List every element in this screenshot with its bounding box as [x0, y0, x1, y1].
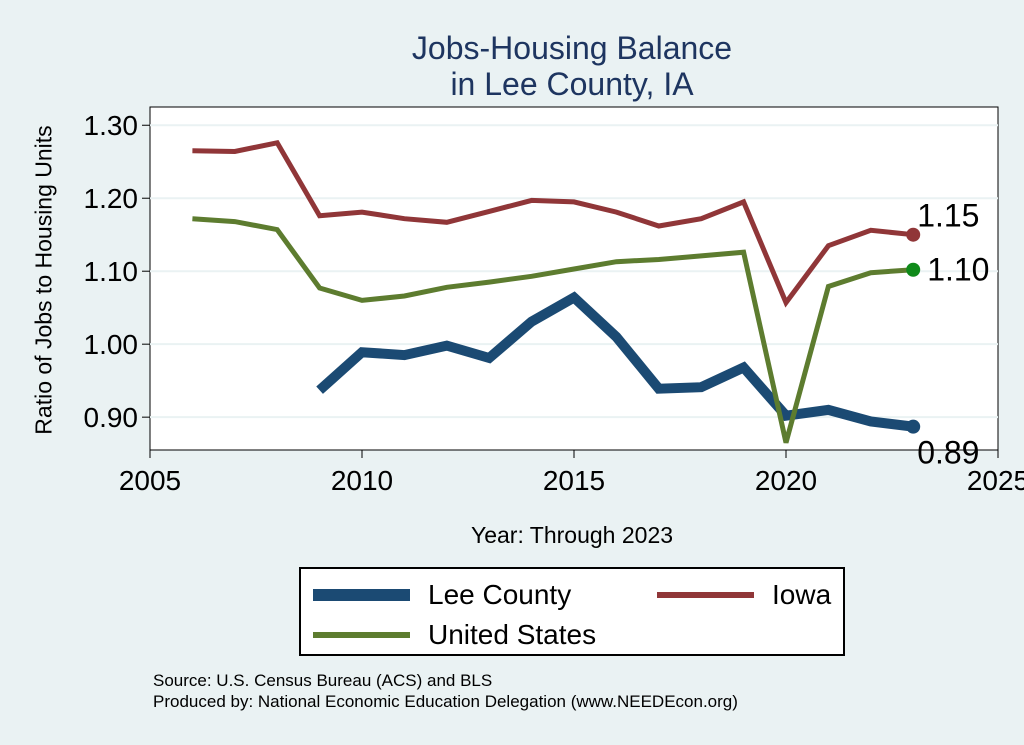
chart-title-line-1: Jobs-Housing Balance: [411, 30, 733, 66]
end-label-iowa: 1.15: [917, 198, 979, 234]
end-label-united-states: 1.10: [927, 252, 989, 288]
legend-swatch-iowa: [657, 592, 754, 598]
legend-swatch-united-states: [313, 632, 410, 638]
y-tick-label: 1.20: [84, 183, 139, 214]
legend-item-lee-county: Lee County: [313, 579, 571, 611]
y-tick-label: 0.90: [84, 402, 139, 433]
x-tick-label: 2015: [543, 465, 605, 496]
end-marker-lee-county: [906, 419, 921, 434]
chart-title: Jobs-Housing Balance in Lee County, IA: [0, 0, 1024, 110]
produced-by-note: Produced by: National Economic Education…: [153, 692, 738, 711]
end-label-lee-county: 0.89: [917, 435, 979, 471]
legend-item-iowa: Iowa: [657, 579, 831, 611]
legend-swatch-lee-county: [313, 589, 410, 601]
y-axis-title: Ratio of Jobs to Housing Units: [30, 125, 57, 435]
legend-label-iowa: Iowa: [772, 579, 832, 610]
x-tick-label: 2025: [967, 465, 1024, 496]
x-axis-title: Year: Through 2023: [470, 522, 674, 548]
series-line-lee-county: [316, 291, 914, 432]
legend-item-united-states: United States: [313, 619, 596, 651]
axes: 0.90 1.00 1.10 1.20 1.30 2005 2010 2015 2020 2025: [84, 110, 1024, 496]
legend-label-lee-county: Lee County: [428, 579, 572, 610]
source-note: Source: U.S. Census Bureau (ACS) and BLS: [153, 671, 493, 690]
plot-area: [149, 106, 999, 451]
y-tick-label: 1.30: [84, 110, 139, 141]
x-tick-label: 2010: [331, 465, 393, 496]
legend: Lee County Iowa United States: [299, 567, 845, 656]
series-line-united-states: [192, 216, 914, 444]
series-line-iowa: [192, 139, 914, 308]
end-marker-iowa: [906, 227, 921, 242]
x-tick-label: 2005: [119, 465, 181, 496]
legend-label-united-states: United States: [428, 619, 597, 650]
x-tick-label: 2020: [755, 465, 817, 496]
series-layer: [192, 139, 921, 444]
end-labels: 0.89 1.15 1.10: [917, 198, 989, 471]
chart-title-line-2: in Lee County, IA: [450, 66, 694, 102]
y-tick-label: 1.10: [84, 256, 139, 287]
end-marker-united-states: [906, 262, 921, 277]
y-tick-label: 1.00: [84, 329, 139, 360]
